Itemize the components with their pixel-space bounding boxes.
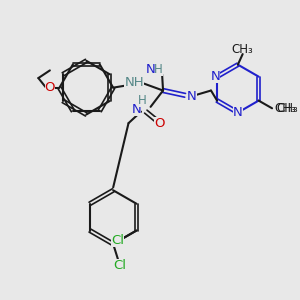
Text: CH₃: CH₃ xyxy=(274,102,296,115)
Text: N: N xyxy=(131,103,141,116)
Text: N: N xyxy=(233,106,243,119)
Text: Cl: Cl xyxy=(111,234,124,247)
Text: O: O xyxy=(154,117,164,130)
Text: O: O xyxy=(45,81,55,94)
Text: H: H xyxy=(154,63,163,76)
Text: CH₃: CH₃ xyxy=(277,102,298,115)
Text: N: N xyxy=(187,90,197,103)
Text: Cl: Cl xyxy=(113,259,126,272)
Text: NH: NH xyxy=(124,76,144,89)
Text: N: N xyxy=(210,70,220,83)
Text: H: H xyxy=(138,94,146,106)
Text: CH₃: CH₃ xyxy=(232,43,254,56)
Text: N: N xyxy=(146,63,155,76)
